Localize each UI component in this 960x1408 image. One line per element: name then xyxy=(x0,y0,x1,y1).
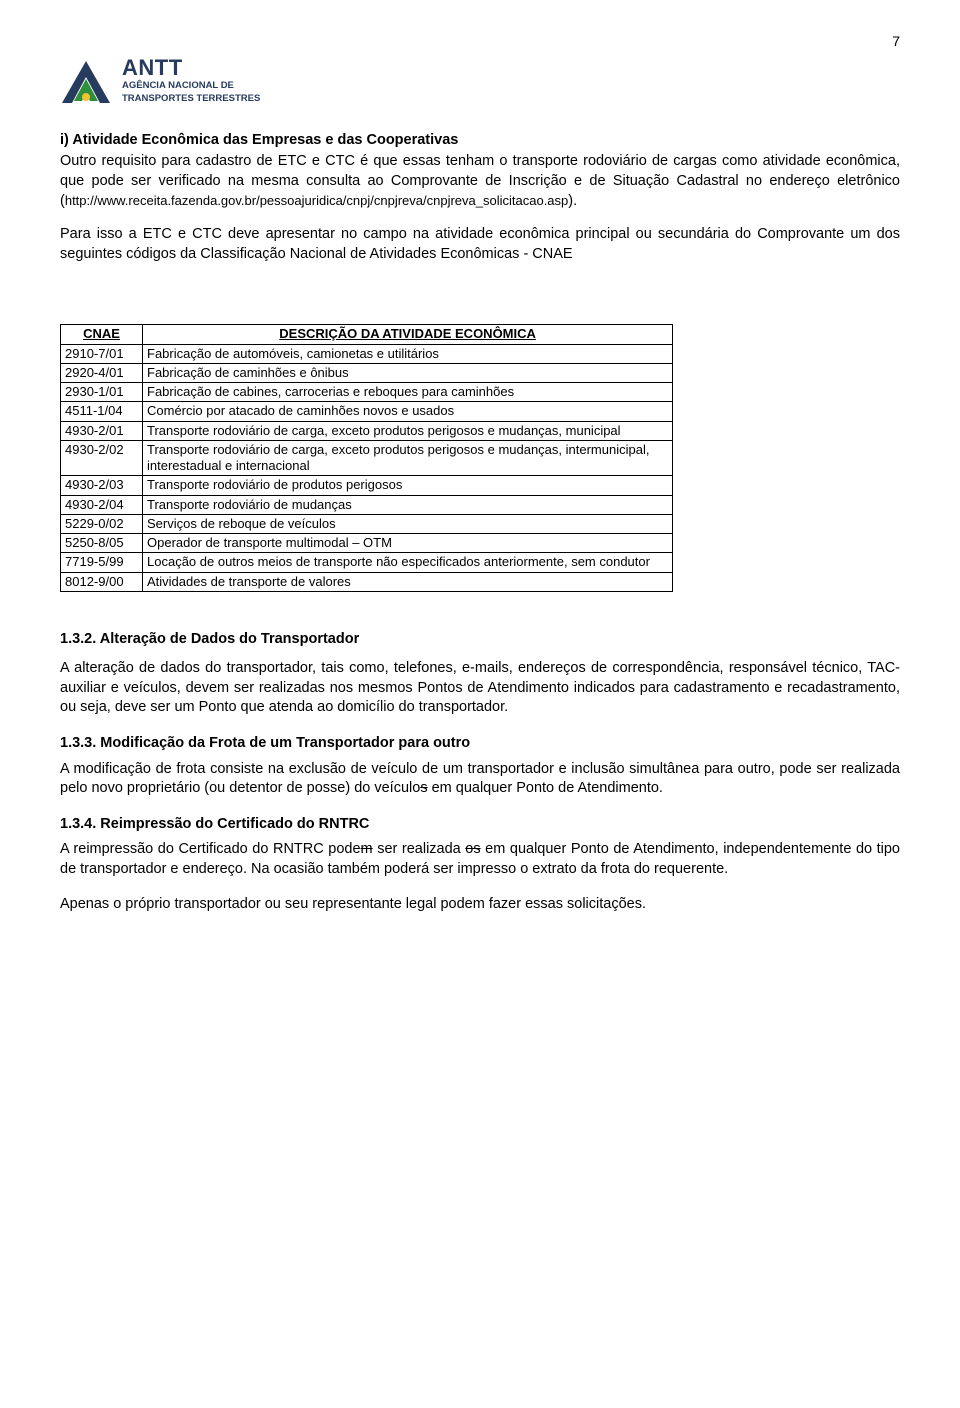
table-row: 2930-1/01Fabricação de cabines, carrocer… xyxy=(61,383,673,402)
table-row: 7719-5/99Locação de outros meios de tran… xyxy=(61,553,673,572)
table-row: 2920-4/01Fabricação de caminhões e ônibu… xyxy=(61,363,673,382)
cnae-desc: Comércio por atacado de caminhões novos … xyxy=(143,402,673,421)
cnae-desc: Fabricação de caminhões e ônibus xyxy=(143,363,673,382)
cnae-code: 4930-2/01 xyxy=(61,421,143,440)
logo-subtitle-2: TRANSPORTES TERRESTRES xyxy=(122,94,260,104)
cnae-table: CNAE DESCRIÇÃO DA ATIVIDADE ECONÔMICA 29… xyxy=(60,324,673,592)
cnae-code: 4930-2/04 xyxy=(61,495,143,514)
section-i-p1: Outro requisito para cadastro de ETC e C… xyxy=(60,152,900,211)
cnae-code: 2910-7/01 xyxy=(61,344,143,363)
section-134-strike1: m xyxy=(361,841,373,857)
cnae-desc: Fabricação de automóveis, camionetas e u… xyxy=(143,344,673,363)
table-row: 4930-2/03Transporte rodoviário de produt… xyxy=(61,476,673,495)
table-row: 4511-1/04Comércio por atacado de caminhõ… xyxy=(61,402,673,421)
antt-logo-icon xyxy=(60,57,112,105)
section-132-p: A alteração de dados do transportador, t… xyxy=(60,659,900,718)
cnae-code: 4511-1/04 xyxy=(61,402,143,421)
section-134-p: A reimpressão do Certificado do RNTRC po… xyxy=(60,840,900,879)
section-134-strike2: os xyxy=(465,841,480,857)
cnae-desc: Atividades de transporte de valores xyxy=(143,572,673,591)
logo-header: ANTT AGÊNCIA NACIONAL DE TRANSPORTES TER… xyxy=(60,57,900,105)
table-row: 5250-8/05Operador de transporte multimod… xyxy=(61,534,673,553)
section-134-title: 1.3.4. Reimpressão do Certificado do RNT… xyxy=(60,815,900,835)
cnae-desc: Transporte rodoviário de mudanças xyxy=(143,495,673,514)
cnae-code: 5229-0/02 xyxy=(61,514,143,533)
cnae-desc: Operador de transporte multimodal – OTM xyxy=(143,534,673,553)
cnae-desc: Fabricação de cabines, carrocerias e reb… xyxy=(143,383,673,402)
table-row: 4930-2/04Transporte rodoviário de mudanç… xyxy=(61,495,673,514)
cnae-header-code: CNAE xyxy=(61,325,143,344)
section-134-p-b: ser realizada xyxy=(373,841,466,857)
cnae-desc: Transporte rodoviário de carga, exceto p… xyxy=(143,421,673,440)
section-134-p-a: A reimpressão do Certificado do RNTRC po… xyxy=(60,841,361,857)
logo-text: ANTT AGÊNCIA NACIONAL DE TRANSPORTES TER… xyxy=(122,57,260,104)
section-i-title: i) Atividade Econômica das Empresas e da… xyxy=(60,131,900,151)
section-133-title: 1.3.3. Modificação da Frota de um Transp… xyxy=(60,734,900,754)
cnae-code: 8012-9/00 xyxy=(61,572,143,591)
section-i-p1-b: ). xyxy=(568,193,577,209)
table-row: 2910-7/01Fabricação de automóveis, camio… xyxy=(61,344,673,363)
table-row: 8012-9/00Atividades de transporte de val… xyxy=(61,572,673,591)
cnae-desc: Locação de outros meios de transporte nã… xyxy=(143,553,673,572)
section-133-p: A modificação de frota consiste na exclu… xyxy=(60,760,900,799)
cnae-code: 7719-5/99 xyxy=(61,553,143,572)
section-133-p-b: em qualquer Ponto de Atendimento. xyxy=(428,780,663,796)
footer-p: Apenas o próprio transportador ou seu re… xyxy=(60,895,900,915)
cnae-desc: Transporte rodoviário de carga, exceto p… xyxy=(143,440,673,476)
cnae-code: 5250-8/05 xyxy=(61,534,143,553)
page-number: 7 xyxy=(60,32,900,51)
logo-subtitle-1: AGÊNCIA NACIONAL DE xyxy=(122,81,260,91)
logo-brand: ANTT xyxy=(122,57,260,79)
cnae-header-desc: DESCRIÇÃO DA ATIVIDADE ECONÔMICA xyxy=(143,325,673,344)
section-i-p2: Para isso a ETC e CTC deve apresentar no… xyxy=(60,225,900,264)
table-row: 4930-2/01Transporte rodoviário de carga,… xyxy=(61,421,673,440)
table-row: 4930-2/02Transporte rodoviário de carga,… xyxy=(61,440,673,476)
section-i-p1-url: http://www.receita.fazenda.gov.br/pessoa… xyxy=(65,193,568,208)
cnae-desc: Transporte rodoviário de produtos perigo… xyxy=(143,476,673,495)
cnae-code: 4930-2/03 xyxy=(61,476,143,495)
cnae-code: 4930-2/02 xyxy=(61,440,143,476)
cnae-code: 2930-1/01 xyxy=(61,383,143,402)
cnae-code: 2920-4/01 xyxy=(61,363,143,382)
cnae-desc: Serviços de reboque de veículos xyxy=(143,514,673,533)
section-132-title: 1.3.2. Alteração de Dados do Transportad… xyxy=(60,630,900,650)
table-row: 5229-0/02Serviços de reboque de veículos xyxy=(61,514,673,533)
section-133-strike1: s xyxy=(420,780,427,796)
